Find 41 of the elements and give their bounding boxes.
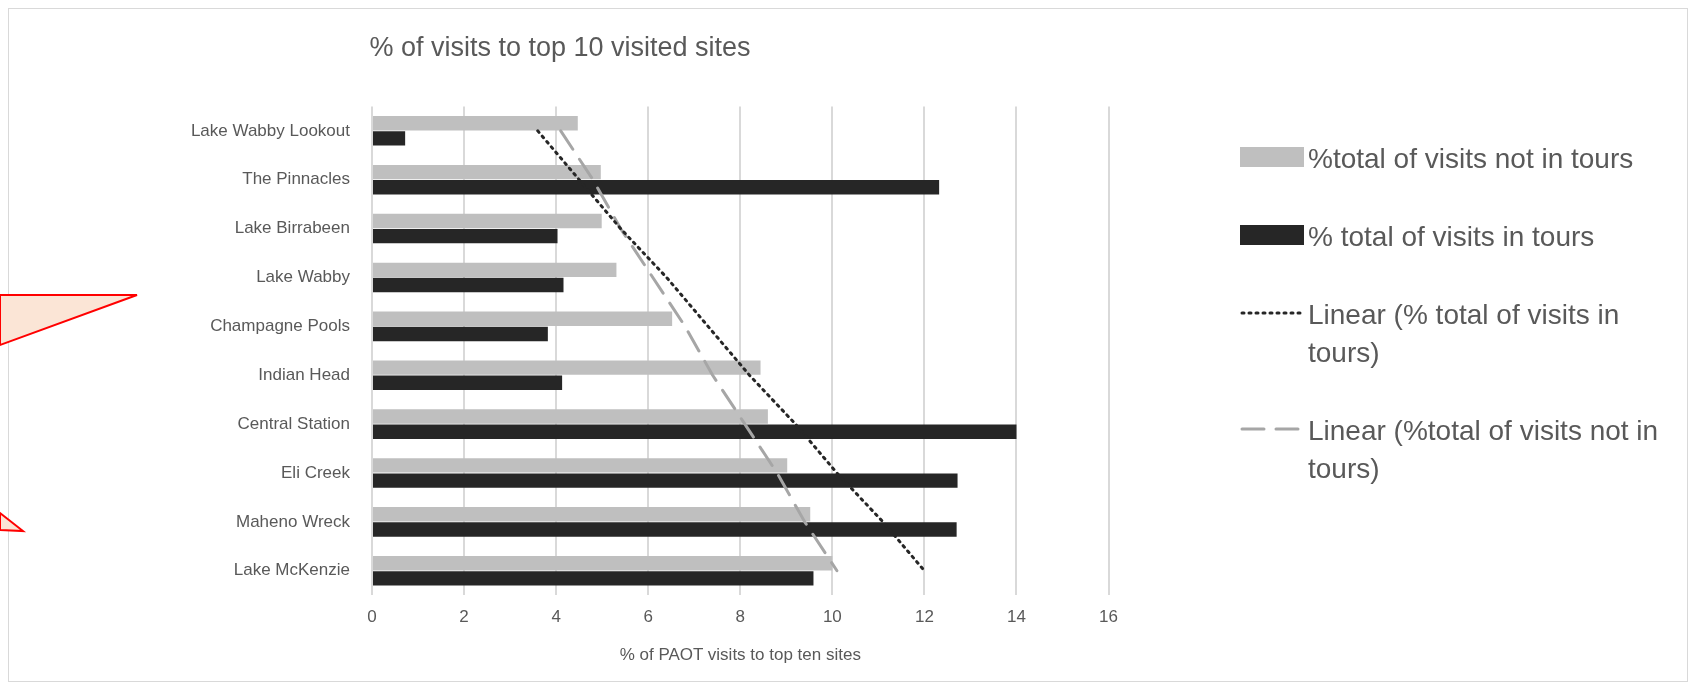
y-tick-label: Lake Wabby Lookout: [190, 120, 351, 140]
bar: [373, 164, 601, 180]
bar: [373, 326, 548, 342]
y-tick-label: Champagne Pools: [210, 316, 350, 336]
legend-label: Linear (%total of visits not in tours): [1308, 414, 1660, 486]
bar: [373, 409, 768, 424]
legend-label: % total of visits in tours: [1308, 220, 1595, 254]
bar: [373, 213, 602, 229]
bar: [373, 375, 563, 391]
bar: [373, 507, 811, 522]
x-tick-label: 14: [1007, 607, 1026, 627]
x-tick-label: 16: [1099, 607, 1119, 627]
y-tick-label: Central Station: [237, 413, 350, 433]
legend-label: Linear (% total of visits in tours): [1308, 298, 1621, 370]
bar: [373, 277, 564, 293]
bar: [373, 458, 788, 473]
x-tick-label: 6: [643, 607, 653, 627]
x-tick-label: 4: [551, 607, 561, 627]
bar: [373, 116, 578, 131]
bar: [373, 311, 673, 326]
chart-title: % of visits to top 10 visited sites: [369, 31, 751, 62]
bar: [373, 131, 406, 146]
legend-label: %total of visits not in tours: [1308, 142, 1634, 176]
x-tick-label: 2: [459, 607, 469, 627]
x-tick-label: 10: [822, 607, 842, 627]
x-axis-title: % of PAOT visits to top ten sites: [619, 645, 861, 665]
bar: [373, 360, 761, 375]
y-tick-label: Eli Creek: [281, 462, 351, 482]
y-tick-label: Indian Head: [258, 364, 350, 384]
bar: [373, 571, 814, 586]
bar: [373, 228, 558, 244]
x-tick-label: 8: [735, 607, 746, 627]
y-tick-label: Lake Wabby: [256, 267, 351, 287]
x-tick-label: 12: [914, 607, 934, 627]
y-tick-label: Lake Birrabeen: [234, 218, 350, 238]
bar: [373, 555, 833, 571]
y-tick-label: Maheno Wreck: [235, 511, 351, 531]
x-tick-label: 0: [367, 607, 377, 627]
y-tick-label: The Pinnacles: [242, 169, 350, 189]
bar: [373, 262, 617, 278]
y-tick-label: Lake McKenzie: [233, 560, 350, 580]
